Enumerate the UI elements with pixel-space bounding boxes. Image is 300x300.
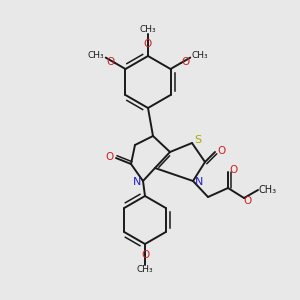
Text: O: O [106, 57, 114, 67]
Text: O: O [244, 196, 252, 206]
Text: O: O [217, 146, 225, 156]
Text: CH₃: CH₃ [259, 185, 277, 195]
Text: CH₃: CH₃ [140, 25, 156, 34]
Text: N: N [195, 177, 203, 187]
Text: CH₃: CH₃ [137, 266, 153, 274]
Text: O: O [106, 152, 114, 162]
Text: N: N [133, 177, 141, 187]
Text: CH₃: CH₃ [192, 51, 208, 60]
Text: O: O [182, 57, 190, 67]
Text: O: O [144, 39, 152, 49]
Text: O: O [229, 165, 237, 175]
Text: O: O [141, 250, 149, 260]
Text: CH₃: CH₃ [87, 51, 104, 60]
Text: S: S [194, 135, 202, 145]
